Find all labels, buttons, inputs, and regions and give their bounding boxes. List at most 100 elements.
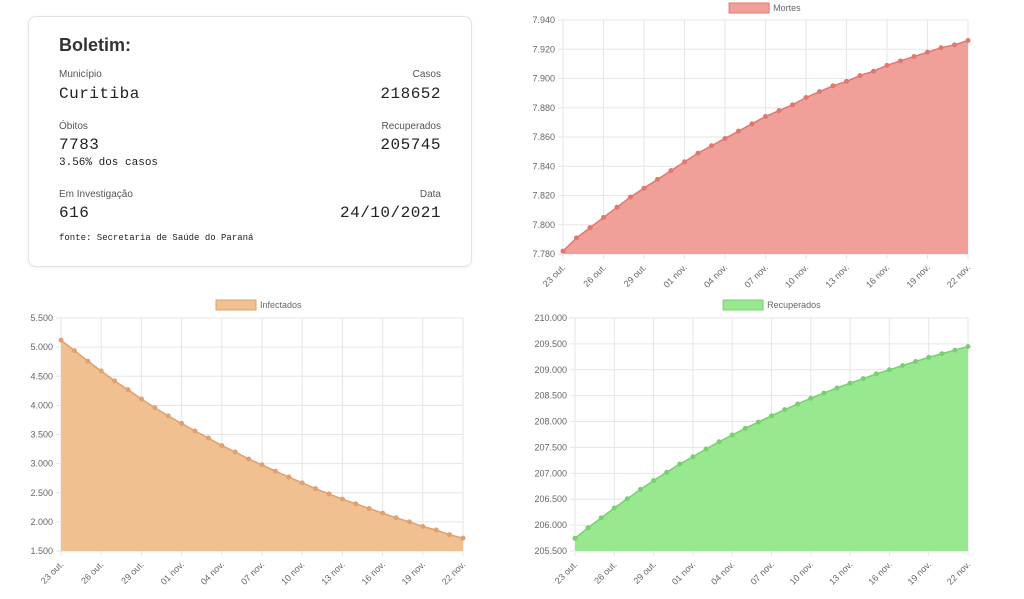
recuperados-data-point[interactable] [572,535,578,541]
recuperados-y-tick-label: 209.500 [534,339,567,349]
recuperados-y-tick-label: 206.500 [534,494,567,504]
infectados-data-point[interactable] [313,486,319,492]
infectados-data-point[interactable] [286,474,292,480]
recuperados-data-point[interactable] [755,419,761,425]
mortes-data-point[interactable] [857,73,863,79]
mortes-data-point[interactable] [817,89,822,95]
recuperados-data-point[interactable] [611,505,617,511]
mortes-data-point[interactable] [628,194,633,200]
recuperados-data-point[interactable] [926,354,932,360]
mortes-data-point[interactable] [587,225,593,231]
recuperados-data-point[interactable] [900,363,905,369]
recuperados-data-point[interactable] [847,380,853,386]
recuperados-data-point[interactable] [769,413,774,419]
infectados-data-point[interactable] [152,405,158,411]
recuperados-data-point[interactable] [886,367,892,373]
mortes-data-point[interactable] [655,176,660,182]
infectados-data-point[interactable] [192,428,198,434]
recuperados-data-point[interactable] [913,358,919,364]
infectados-data-point[interactable] [232,449,238,455]
mortes-data-point[interactable] [736,128,741,134]
mortes-data-point[interactable] [790,102,795,108]
infectados-data-point[interactable] [339,496,345,502]
mortes-data-point[interactable] [925,49,930,55]
infectados-data-point[interactable] [433,527,439,533]
infectados-data-point[interactable] [366,505,372,511]
recuperados-data-point[interactable] [624,496,630,502]
mortes-data-point[interactable] [695,150,701,156]
recuperados-legend[interactable]: Recuperados [722,299,821,311]
recuperados-data-point[interactable] [598,515,604,521]
infectados-data-point[interactable] [125,387,131,393]
infectados-data-point[interactable] [138,396,144,402]
recuperados-data-point[interactable] [952,347,958,353]
recuperados-data-point[interactable] [873,371,879,377]
recuperados-data-point[interactable] [638,486,643,492]
mortes-data-point[interactable] [830,83,836,89]
recuperados-data-point[interactable] [677,461,683,467]
infectados-data-point[interactable] [58,337,64,343]
mortes-data-point[interactable] [952,42,957,48]
mortes-data-point[interactable] [722,135,728,141]
infectados-data-point[interactable] [85,358,91,364]
infectados-data-point[interactable] [460,535,466,541]
mortes-data-point[interactable] [749,121,755,127]
recuperados-data-point[interactable] [664,469,670,475]
mortes-legend[interactable]: Mortes [728,2,801,14]
mortes-data-point[interactable] [871,68,876,74]
infectados-data-point[interactable] [98,368,104,374]
mortes-data-point[interactable] [601,214,606,220]
infectados-data-point[interactable] [179,420,185,426]
mortes-data-point[interactable] [763,114,768,120]
mortes-data-point[interactable] [668,168,674,174]
mortes-data-point[interactable] [965,37,971,43]
recuperados-data-point[interactable] [729,432,735,438]
recuperados-data-point[interactable] [965,343,971,349]
recuperados-data-point[interactable] [742,425,748,431]
recuperados-data-point[interactable] [716,439,722,445]
recuperados-data-point[interactable] [860,376,866,382]
infectados-data-point[interactable] [112,378,118,384]
infectados-data-point[interactable] [165,413,171,419]
mortes-data-point[interactable] [574,235,579,241]
infectados-data-point[interactable] [406,519,412,525]
mortes-data-point[interactable] [884,62,890,68]
infectados-data-point[interactable] [380,510,386,516]
recuperados-data-point[interactable] [782,407,788,413]
recuperados-data-point[interactable] [939,351,945,357]
recuperados-data-point[interactable] [585,525,591,531]
mortes-data-point[interactable] [709,143,714,149]
recuperados-data-point[interactable] [834,385,840,391]
infectados-data-point[interactable] [219,443,225,449]
mortes-data-point[interactable] [898,58,903,64]
mortes-data-point[interactable] [560,248,566,254]
infectados-data-point[interactable] [393,515,399,521]
infectados-legend[interactable]: Infectados [215,299,302,311]
infectados-data-point[interactable] [299,480,305,486]
recuperados-y-tick-label: 205.500 [534,546,567,556]
recuperados-data-point[interactable] [703,446,709,452]
infectados-data-point[interactable] [259,462,265,468]
recuperados-data-point[interactable] [651,478,657,484]
mortes-data-point[interactable] [844,78,849,84]
mortes-data-point[interactable] [641,185,647,191]
mortes-data-point[interactable] [614,204,620,210]
infectados-data-point[interactable] [447,532,453,538]
mortes-data-point[interactable] [776,108,782,114]
recuperados-data-point[interactable] [808,395,814,401]
infectados-data-point[interactable] [205,435,211,441]
infectados-data-point[interactable] [326,491,332,497]
infectados-data-point[interactable] [420,524,426,530]
recuperados-data-point[interactable] [795,401,801,407]
mortes-data-point[interactable] [803,95,809,101]
mortes-data-point[interactable] [682,159,687,165]
mortes-data-point[interactable] [911,54,917,60]
infectados-data-point[interactable] [353,501,359,507]
mortes-legend-swatch [728,2,770,14]
recuperados-data-point[interactable] [821,390,827,396]
recuperados-data-point[interactable] [690,454,696,460]
infectados-data-point[interactable] [246,456,252,462]
infectados-data-point[interactable] [272,468,278,474]
mortes-data-point[interactable] [938,45,944,51]
infectados-data-point[interactable] [71,348,77,354]
